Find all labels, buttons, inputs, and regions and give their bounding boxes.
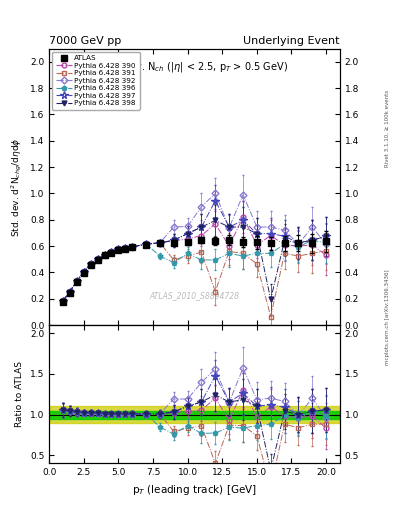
Legend: ATLAS, Pythia 6.428 390, Pythia 6.428 391, Pythia 6.428 392, Pythia 6.428 396, P: ATLAS, Pythia 6.428 390, Pythia 6.428 39… bbox=[52, 52, 140, 110]
Text: Std. dev. N$_{ch}$ ($|\eta|$ < 2.5, p$_T$ > 0.5 GeV): Std. dev. N$_{ch}$ ($|\eta|$ < 2.5, p$_T… bbox=[101, 60, 288, 74]
X-axis label: p$_T$ (leading track) [GeV]: p$_T$ (leading track) [GeV] bbox=[132, 483, 257, 497]
Text: Underlying Event: Underlying Event bbox=[243, 36, 340, 46]
Text: mcplots.cern.ch [arXiv:1306.3436]: mcplots.cern.ch [arXiv:1306.3436] bbox=[385, 270, 389, 365]
Text: 7000 GeV pp: 7000 GeV pp bbox=[49, 36, 121, 46]
Y-axis label: Ratio to ATLAS: Ratio to ATLAS bbox=[15, 361, 24, 427]
Text: Rivet 3.1.10, ≥ 100k events: Rivet 3.1.10, ≥ 100k events bbox=[385, 90, 389, 166]
Text: ATLAS_2010_S8894728: ATLAS_2010_S8894728 bbox=[149, 291, 240, 300]
Bar bbox=[49, 411, 340, 419]
Bar bbox=[49, 407, 340, 423]
Y-axis label: Std. dev. d$^2$N$_{chg}$/d$\eta$d$\phi$: Std. dev. d$^2$N$_{chg}$/d$\eta$d$\phi$ bbox=[10, 137, 24, 237]
